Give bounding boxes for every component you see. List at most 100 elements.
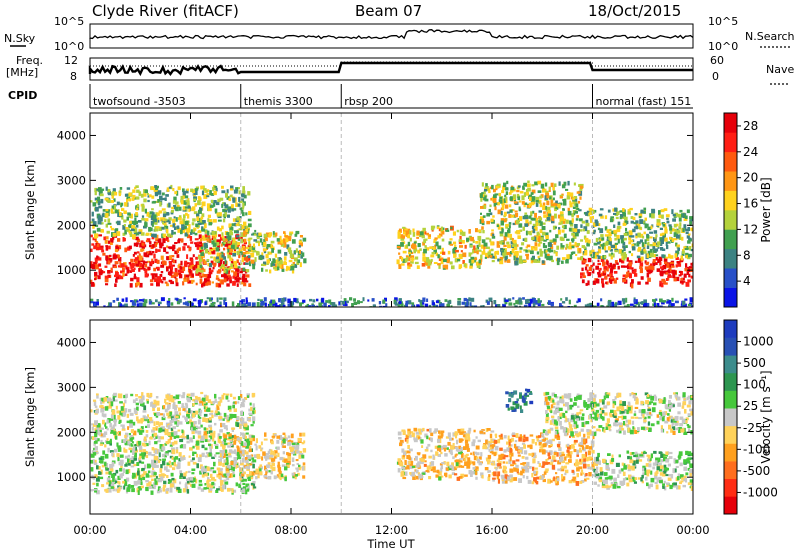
- colorbar-swatch: [724, 408, 737, 427]
- xtick-label: 16:00: [475, 523, 508, 537]
- colorbar-swatch: [724, 268, 737, 288]
- colorbar-swatch: [724, 390, 737, 409]
- velocity-feature-0: [90, 441, 257, 495]
- velocity-ylabel: Slant Range [km]: [23, 367, 37, 467]
- colorbar-tick-label: 28: [743, 119, 758, 133]
- colorbar-tick-label: 4: [743, 274, 751, 288]
- colorbar-swatch: [724, 496, 737, 515]
- ytick-label: 2000: [57, 218, 86, 232]
- noise-tick-left-bottom: 10^0: [54, 40, 84, 53]
- axis-ticks: 1000 2000 3000 4000 1000 2000 3000 4000 00:00 04:…: [57, 113, 710, 537]
- colorbar-swatch: [724, 113, 737, 133]
- x-axis-label: Time UT: [366, 537, 415, 551]
- colorbar-tick-label: 16: [743, 197, 758, 211]
- ytick-label: 4000: [57, 128, 86, 142]
- ytick-label: 1000: [57, 263, 86, 277]
- cpid-segment-label: normal (fast) 151: [596, 95, 692, 108]
- power-data-layer: [90, 113, 693, 307]
- xtick-label: 00:00: [676, 523, 709, 537]
- ytick-label: 2000: [57, 425, 86, 439]
- freq-tick-bottom: 8: [70, 70, 77, 83]
- colorbar-tick-label: 12: [743, 222, 758, 236]
- nave-label: Nave: [766, 63, 794, 76]
- colorbar-swatch: [724, 171, 737, 191]
- freq-label: Freq.: [16, 54, 43, 67]
- power-feature-4: [479, 180, 584, 266]
- power-feature-5: [580, 256, 693, 289]
- power-ylabel: Slant Range [km]: [23, 160, 37, 260]
- colorbar-swatch: [724, 425, 737, 444]
- xtick-label: 20:00: [576, 523, 609, 537]
- cpid-segment-label: twofsound -3503: [93, 95, 186, 108]
- noise-tick-left-top: 10^5: [54, 15, 84, 28]
- velocity-feature-1: [90, 391, 256, 446]
- freq-unit-label: [MHz]: [6, 66, 38, 79]
- colorbar-tick-label: 8: [743, 248, 751, 262]
- ytick-label: 4000: [57, 335, 86, 349]
- xtick-label: 12:00: [375, 523, 408, 537]
- velocity-feature-6: [542, 391, 693, 437]
- power-feature-7: [90, 297, 693, 307]
- velocity-data-layer: [90, 320, 693, 514]
- colorbar-tick-label: 500: [743, 356, 766, 370]
- nave-tick-top: 60: [710, 54, 724, 67]
- cpid-segment-label: rbsp 200: [344, 95, 393, 108]
- power-feature-2: [195, 229, 307, 274]
- colorbar-swatch: [724, 355, 737, 374]
- noise-tick-right-top: 10^5: [708, 15, 738, 28]
- nsearch-label: N.Search: [745, 30, 795, 43]
- colorbar-swatch: [724, 372, 737, 391]
- nave-tick-bottom: 0: [712, 70, 719, 83]
- date-label: 18/Oct/2015: [588, 2, 681, 20]
- freq-trace: [88, 61, 693, 77]
- power-feature-6: [580, 207, 693, 261]
- velocity-feature-3: [396, 427, 496, 481]
- noise-panel-frame: [89, 23, 694, 49]
- power-colorbar-label: Power [dB]: [759, 177, 773, 242]
- xtick-label: 00:00: [73, 523, 106, 537]
- power-panel: Slant Range [km]: [23, 112, 694, 308]
- colorbar-swatch: [724, 478, 737, 497]
- nave-trace: [90, 61, 693, 67]
- velocity-feature-5: [505, 388, 534, 413]
- colorbar-tick-label: -1000: [743, 485, 778, 499]
- colorbar-tick-label: -100: [743, 442, 770, 456]
- colorbar-swatch: [724, 443, 737, 462]
- freq-tick-top: 12: [64, 54, 78, 67]
- velocity-colorbar: 1000 500 100 25 -25 -100 -500 -1000: [723, 319, 778, 515]
- xtick-label: 08:00: [274, 523, 307, 537]
- colorbar-tick-label: -500: [743, 464, 770, 478]
- colorbar-swatch: [724, 190, 737, 211]
- colorbar-swatch: [724, 132, 737, 153]
- cpid-segment-label: themis 3300: [244, 95, 313, 108]
- nsky-trace: [89, 29, 694, 40]
- colorbar-swatch: [724, 320, 737, 338]
- colorbar-swatch: [724, 287, 737, 308]
- summary-traces: [88, 29, 694, 77]
- velocity-feature-7: [592, 450, 693, 491]
- power-feature-1: [90, 184, 252, 240]
- colorbar-swatch: [724, 229, 737, 250]
- colorbar-swatch: [724, 151, 737, 172]
- colorbar-tick-label: 20: [743, 171, 758, 185]
- velocity-colorbar-label: Velocity [m s⁻¹]: [759, 370, 773, 463]
- velocity-feature-2: [217, 432, 307, 482]
- colorbar-swatch: [724, 248, 737, 269]
- ytick-label: 3000: [57, 173, 86, 187]
- colorbar-swatch: [724, 210, 737, 230]
- noise-tick-right-bottom: 10^0: [708, 40, 738, 53]
- colorbar-tick-label: 25: [743, 399, 758, 413]
- ytick-label: 1000: [57, 470, 86, 484]
- colorbar-tick-label: 1000: [743, 335, 774, 349]
- beam-label: Beam 07: [355, 2, 422, 20]
- cpid-segments: twofsound -3503 themis 3300 rbsp 200 normal…: [89, 84, 692, 108]
- colorbar-tick-label: -25: [743, 421, 763, 435]
- velocity-feature-4: [492, 432, 595, 486]
- colorbar-tick-label: 100: [743, 378, 766, 392]
- ytick-label: 3000: [57, 380, 86, 394]
- velocity-panel: Slant Range [km]: [23, 319, 694, 515]
- colorbar-swatch: [724, 337, 737, 356]
- colorbar-swatch: [724, 461, 737, 480]
- nsky-label: N.Sky: [4, 32, 36, 45]
